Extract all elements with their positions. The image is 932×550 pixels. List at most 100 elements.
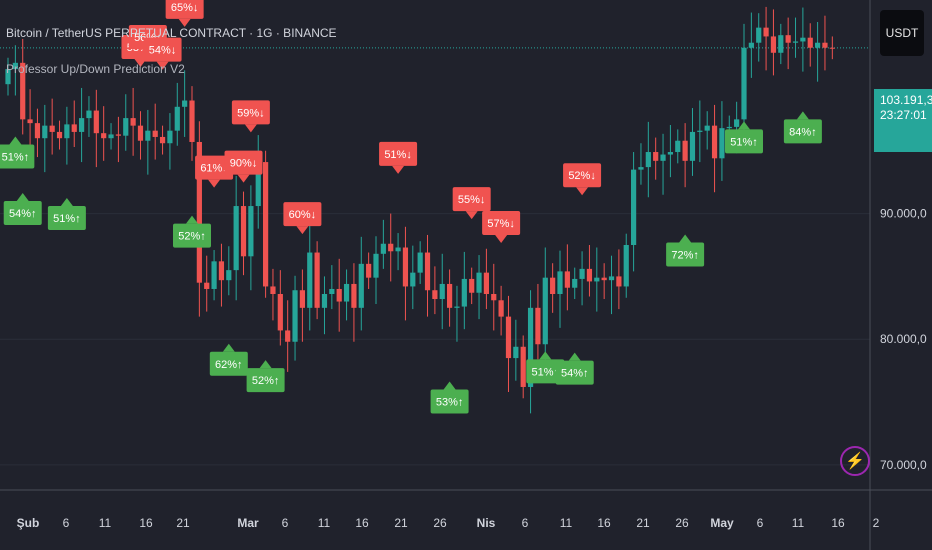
- candle-body: [277, 294, 283, 331]
- label-text: 60%↓: [289, 209, 317, 221]
- label-pointer: [244, 124, 257, 133]
- candle: [557, 250, 563, 328]
- candle: [631, 152, 637, 272]
- candle: [86, 96, 92, 137]
- candle-body: [20, 62, 26, 120]
- candle: [402, 226, 409, 321]
- lightning-icon[interactable]: ⚡: [840, 446, 870, 476]
- candle: [285, 300, 291, 372]
- candle: [218, 243, 225, 307]
- label-box: [246, 368, 285, 393]
- up-prediction-label: 72%↑: [666, 234, 705, 267]
- label-pointer: [796, 111, 809, 120]
- candle: [454, 285, 460, 342]
- up-prediction-label: 51%↑: [526, 351, 565, 384]
- candle: [226, 246, 232, 296]
- candles: [5, 6, 835, 414]
- candle: [263, 150, 269, 298]
- candle: [748, 12, 754, 78]
- candle-body: [366, 263, 372, 278]
- candle: [307, 225, 313, 331]
- candle-body: [579, 268, 585, 279]
- candle: [299, 269, 305, 342]
- candle-body: [616, 276, 622, 287]
- candle-body: [564, 271, 570, 288]
- candle-body: [748, 42, 754, 48]
- label-text: 55%↓: [458, 194, 486, 206]
- up-prediction-label: 54%↑: [3, 193, 42, 226]
- candle: [211, 250, 217, 301]
- candle-body: [211, 261, 217, 289]
- last-price-value: 103.191,3: [880, 93, 932, 107]
- y-tick-label: 70.000,0: [880, 458, 927, 472]
- candle-body: [623, 245, 629, 287]
- candle: [704, 111, 710, 150]
- candle: [417, 241, 423, 284]
- up-prediction-label: 54%↑: [555, 352, 594, 385]
- currency-unit-button[interactable]: USDT: [880, 10, 924, 56]
- candle: [130, 87, 136, 156]
- candle-body: [71, 124, 77, 132]
- candle-body: [115, 134, 121, 136]
- candle: [520, 335, 526, 399]
- label-text: 65%↓: [171, 2, 199, 14]
- label-pointer: [9, 136, 22, 145]
- up-prediction-label: 62%↑: [209, 343, 248, 376]
- candle-body: [454, 306, 460, 308]
- candle: [182, 70, 188, 137]
- down-prediction-label: 61%↓: [195, 155, 234, 188]
- candle: [71, 100, 77, 147]
- candle: [792, 17, 799, 58]
- candle-body: [719, 128, 725, 159]
- up-prediction-label: 51%↑: [725, 121, 763, 154]
- candle-body: [79, 118, 85, 132]
- candle-body: [586, 268, 593, 282]
- candle-body: [689, 131, 696, 161]
- y-tick-label: 80.000,0: [880, 332, 927, 346]
- candle-body: [373, 253, 379, 278]
- candle-body: [461, 278, 467, 307]
- down-prediction-label: 51%↓: [379, 141, 418, 174]
- candle: [608, 255, 615, 315]
- candle: [240, 191, 247, 276]
- candle: [807, 23, 813, 67]
- candle-body: [483, 272, 489, 294]
- label-pointer: [495, 234, 508, 243]
- label-box: [725, 129, 763, 154]
- x-tick-label: 11: [560, 516, 573, 530]
- candle-body: [778, 35, 784, 53]
- label-pointer: [186, 215, 198, 224]
- label-box: [231, 100, 270, 125]
- candle: [822, 15, 828, 71]
- label-text: 72%↑: [671, 249, 699, 261]
- candle: [601, 263, 607, 300]
- candle-body: [123, 118, 129, 136]
- candle-body: [763, 27, 769, 37]
- candle-body: [770, 36, 777, 53]
- label-text: 51%↑: [532, 366, 560, 378]
- x-tick-label: 6: [757, 516, 764, 530]
- candle: [366, 252, 372, 289]
- candle-body: [829, 47, 835, 49]
- candle-body: [822, 42, 828, 48]
- candle-body: [542, 277, 548, 345]
- candle-body: [152, 130, 158, 137]
- candle-body: [343, 283, 350, 302]
- x-tick-label: 11: [99, 516, 112, 530]
- candle-body: [130, 118, 136, 126]
- candle: [159, 125, 166, 155]
- label-box: [430, 389, 469, 414]
- candle: [682, 123, 688, 188]
- candle-body: [631, 169, 637, 245]
- chart-title: Bitcoin / TetherUS PERPETUAL CONTRACT · …: [6, 26, 337, 40]
- candle: [439, 253, 445, 330]
- candle: [483, 248, 489, 310]
- label-text: 61%↓: [200, 163, 228, 175]
- candle-body: [233, 206, 239, 271]
- label-box: [0, 144, 35, 169]
- candle: [321, 276, 328, 335]
- down-prediction-label: 52%↓: [563, 163, 602, 196]
- indicator-name[interactable]: Professor Up/Down Prediction V2: [6, 62, 185, 76]
- x-tick-label: Şub: [17, 516, 40, 530]
